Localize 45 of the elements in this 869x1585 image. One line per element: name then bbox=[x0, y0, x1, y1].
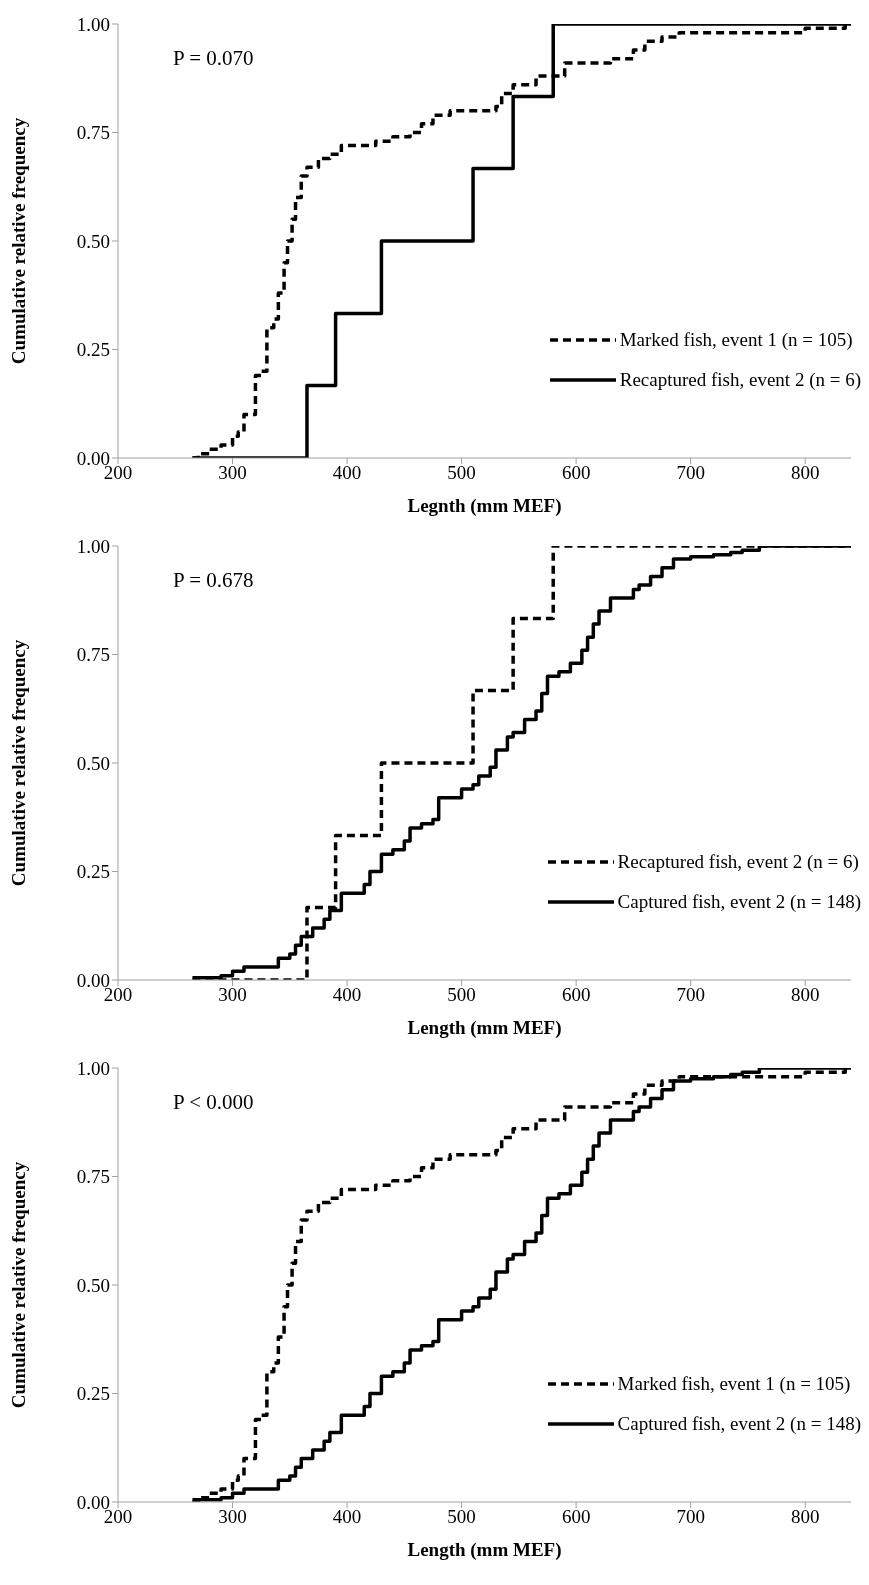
x-tick-label: 700 bbox=[676, 462, 705, 484]
x-axis-title: Length (mm MEF) bbox=[407, 1539, 562, 1561]
x-tick-label: 700 bbox=[676, 1506, 705, 1528]
legend-label: Captured fish, event 2 (n = 148) bbox=[617, 890, 861, 914]
y-axis-title: Cumulative relative frequency bbox=[7, 117, 29, 365]
x-tick-label: 300 bbox=[218, 462, 247, 484]
x-axis-title: Length (mm MEF) bbox=[407, 1017, 562, 1039]
legend-label: Recaptured fish, event 2 (n = 6) bbox=[619, 368, 861, 392]
x-tick-label: 700 bbox=[676, 984, 705, 1006]
x-tick-label: 400 bbox=[332, 1506, 362, 1528]
x-tick-label: 500 bbox=[447, 984, 476, 1006]
y-tick-label: 0.75 bbox=[76, 644, 110, 666]
y-tick-label: 0.25 bbox=[76, 1383, 110, 1405]
x-tick-label: 800 bbox=[790, 462, 820, 484]
y-tick-label: 1.00 bbox=[76, 13, 110, 35]
x-tick-label: 500 bbox=[447, 462, 476, 484]
x-tick-label: 600 bbox=[561, 1506, 591, 1528]
x-tick-label: 600 bbox=[561, 462, 591, 484]
x-tick-label: 600 bbox=[561, 984, 591, 1006]
y-tick-label: 0.25 bbox=[76, 339, 110, 361]
y-tick-label: 0.75 bbox=[76, 1166, 110, 1188]
x-tick-label: 300 bbox=[218, 1506, 247, 1528]
annotation: P = 0.678 bbox=[173, 568, 254, 593]
y-tick-label: 0.50 bbox=[76, 230, 110, 252]
y-tick-label: 1.00 bbox=[76, 1057, 110, 1079]
y-tick-label: 0.50 bbox=[76, 752, 110, 774]
y-tick-label: 1.00 bbox=[76, 535, 110, 557]
legend-label: Marked fish, event 1 (n = 105) bbox=[617, 1372, 851, 1396]
legend-label: Captured fish, event 2 (n = 148) bbox=[617, 1412, 861, 1436]
y-axis-title: Cumulative relative frequency bbox=[7, 639, 29, 887]
legend-label: Recaptured fish, event 2 (n = 6) bbox=[617, 850, 859, 874]
x-tick-label: 800 bbox=[790, 984, 820, 1006]
legend-label: Marked fish, event 1 (n = 105) bbox=[619, 328, 853, 352]
x-tick-label: 500 bbox=[447, 1506, 476, 1528]
x-tick-label: 400 bbox=[332, 462, 362, 484]
y-axis-title: Cumulative relative frequency bbox=[7, 1161, 29, 1409]
x-axis-title: Legnth (mm MEF) bbox=[407, 495, 562, 517]
x-tick-label: 300 bbox=[218, 984, 247, 1006]
annotation: P < 0.000 bbox=[173, 1090, 254, 1115]
x-tick-label: 800 bbox=[790, 1506, 820, 1528]
y-tick-label: 0.50 bbox=[76, 1274, 110, 1296]
y-tick-label: 0.75 bbox=[76, 122, 110, 144]
x-tick-label: 400 bbox=[332, 984, 362, 1006]
y-tick-label: 0.25 bbox=[76, 861, 110, 883]
annotation: P = 0.070 bbox=[173, 46, 254, 71]
